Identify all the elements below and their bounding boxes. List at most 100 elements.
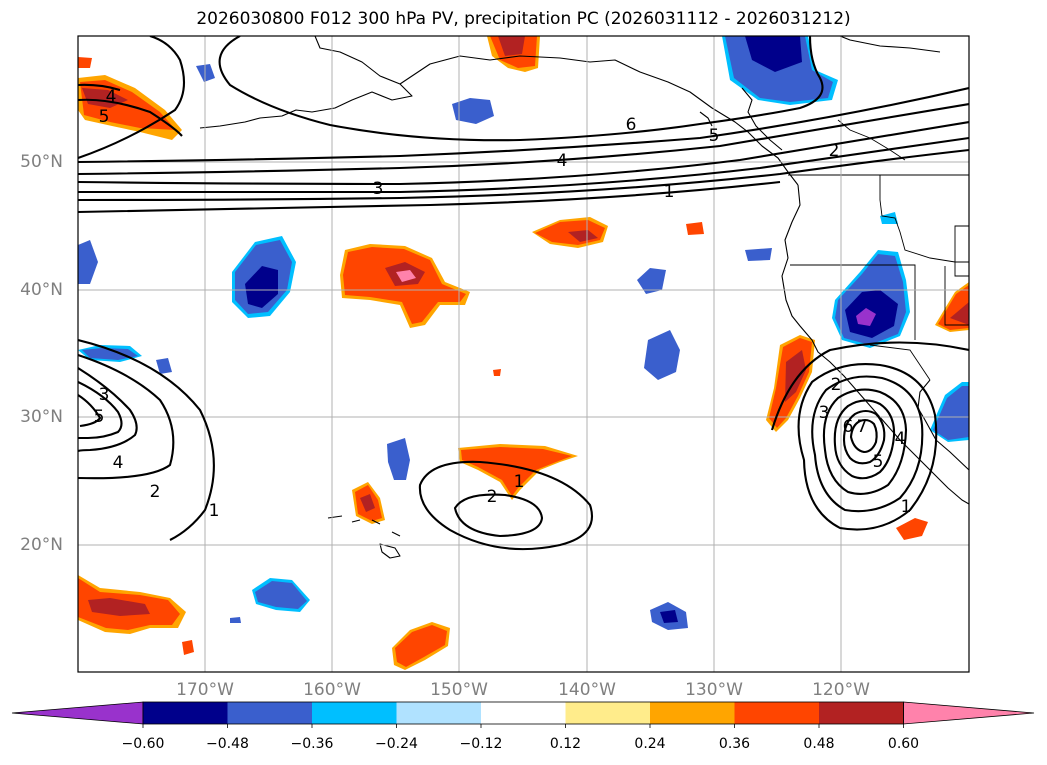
pv-contour: [811, 375, 924, 513]
contour-label: 7: [857, 417, 868, 437]
lon-label-160w: 160°W: [303, 680, 361, 700]
precip-positive-area: [498, 36, 525, 56]
contour-label: 3: [373, 179, 384, 199]
contour-label: 5: [94, 407, 105, 427]
precip-negative-area: [387, 438, 410, 480]
contour-label: 5: [709, 126, 720, 146]
precip-positive-area: [343, 247, 466, 324]
colorbar-segment: [565, 702, 650, 724]
map-plot[interactable]: 4 5 6 5 4 3 1 2 3 5 4 2 1 1 2 2 3 6 7 5 …: [0, 0, 1047, 698]
colorbar-tick: 0.48: [803, 736, 835, 752]
pv-contour: [78, 367, 138, 453]
pv-contour: [770, 341, 969, 431]
precip-negative-area: [745, 36, 802, 72]
contour-label: 3: [99, 385, 110, 405]
precip-negative-area: [230, 617, 241, 623]
pv-contour: [78, 180, 781, 214]
pv-contour: [78, 98, 183, 137]
colorbar-tick: −0.12: [459, 736, 503, 752]
colorbar-tick: −0.36: [290, 736, 334, 752]
precip-positive-area: [568, 230, 598, 242]
precip-negative-area: [156, 358, 172, 374]
pv-contour: [78, 136, 969, 194]
pv-contour: [218, 36, 824, 142]
contour-label: 5: [99, 107, 110, 127]
colorbar-tick: −0.60: [121, 736, 165, 752]
colorbar-tick: −0.48: [206, 736, 249, 752]
precip-negative-area: [745, 248, 772, 261]
contour-label: 6: [843, 417, 854, 437]
precip-negative-area: [644, 330, 680, 380]
pv-contour: [833, 399, 896, 480]
lon-label-170w: 170°W: [176, 680, 234, 700]
contour-labels: 4 5 6 5 4 3 1 2 3 5 4 2 1 1 2 2 3 6 7 5 …: [94, 87, 912, 521]
pv-contours: [78, 36, 969, 551]
pv-contour: [78, 394, 102, 428]
pv-contour: [78, 148, 969, 202]
lon-label-140w: 140°W: [558, 680, 616, 700]
precip-positive-area: [686, 222, 704, 235]
map-frame: [77, 35, 970, 673]
precip-negative-area: [660, 610, 678, 623]
precip-negative-area: [78, 240, 98, 284]
contour-label: 6: [626, 115, 637, 135]
precip-negative-area: [933, 386, 969, 440]
precip-positive-area: [493, 369, 501, 376]
contour-label: 1: [209, 501, 220, 521]
precip-negative-area: [82, 348, 138, 360]
colorbar: [11, 701, 1035, 728]
pv-contour: [78, 86, 969, 164]
colorbar-extend-min: [11, 701, 144, 725]
map-background: [78, 36, 969, 672]
colorbar-segment: [143, 702, 228, 724]
coastlines: [199, 36, 969, 559]
colorbar-segment: [312, 702, 397, 724]
contour-label: 2: [487, 487, 498, 507]
colorbar-segment: [650, 702, 735, 724]
pv-contour: [78, 102, 969, 176]
pv-contour: [453, 493, 544, 538]
precip-negative-area: [255, 581, 307, 609]
precip-negative-area: [637, 268, 666, 294]
contour-label: 1: [901, 497, 912, 517]
precip-positive-area: [360, 494, 375, 512]
lon-label-120w: 120°W: [812, 680, 870, 700]
graticule: [78, 36, 969, 672]
colorbar-tick: −0.24: [375, 736, 418, 752]
pv-contour: [78, 120, 969, 186]
country-borders: [788, 119, 969, 381]
colorbar-extend-max: [903, 701, 1035, 725]
pv-contour: [78, 338, 215, 541]
contour-label: 2: [150, 482, 161, 502]
pv-contour: [78, 83, 121, 92]
pv-contour: [822, 388, 908, 495]
precip-negative-area: [880, 212, 898, 224]
contour-label: 4: [557, 151, 568, 171]
lon-label-150w: 150°W: [430, 680, 488, 700]
pv-contour: [797, 363, 938, 531]
pv-contour: [418, 460, 594, 551]
precip-positive-area: [88, 598, 150, 616]
map-title: 2026030800 F012 300 hPa PV, precipitatio…: [196, 9, 851, 29]
precip-anomaly-layer: [78, 36, 969, 670]
contour-label: 2: [831, 375, 842, 395]
contour-label: 5: [873, 452, 884, 472]
precip-positive-area: [950, 302, 969, 325]
colorbar-segment: [819, 702, 904, 724]
colorbar-segment: [481, 702, 566, 724]
contour-label: 3: [819, 403, 830, 423]
precip-positive-area: [182, 640, 194, 655]
contour-label: 4: [895, 429, 906, 449]
precip-positive-area: [78, 57, 92, 68]
colorbar-tick: 0.24: [634, 736, 666, 752]
contour-label: 1: [514, 472, 525, 492]
precip-positive-area: [395, 625, 447, 667]
colorbar-segment: [396, 702, 481, 724]
precip-positive-area: [396, 270, 416, 282]
colorbar-segment: [227, 702, 312, 724]
lat-label-40n: 40°N: [20, 280, 63, 300]
lat-label-50n: 50°N: [20, 152, 63, 172]
precip-negative-area: [856, 308, 876, 326]
pv-contour: [78, 381, 123, 440]
precip-positive-area: [461, 447, 572, 496]
